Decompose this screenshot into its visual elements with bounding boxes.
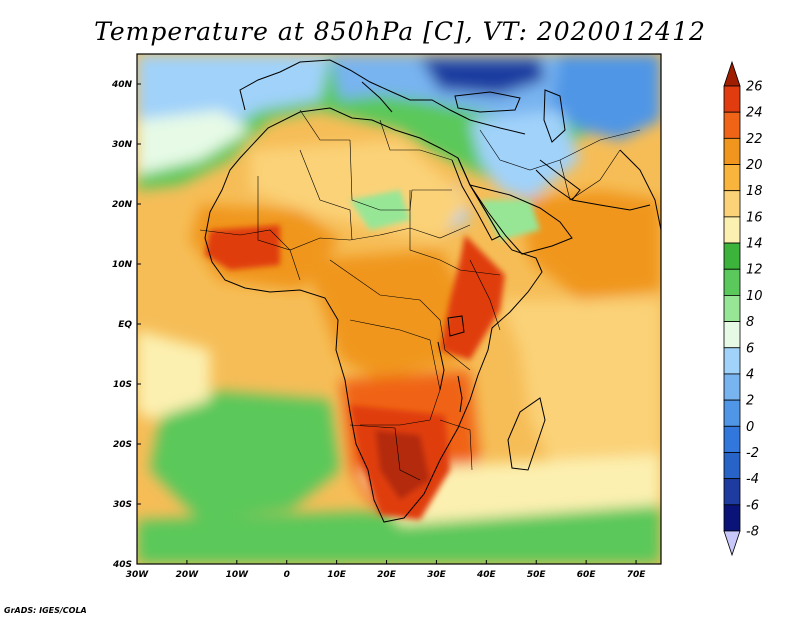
colorbar-tick-label: -8	[746, 525, 759, 540]
colorbar-tick-label: 2	[746, 394, 754, 409]
colorbar-tick-label: 20	[746, 158, 763, 173]
equatorial-warm	[300, 250, 470, 380]
southern-ocean-green	[137, 500, 661, 564]
colorbar-swatch	[723, 452, 741, 480]
lon-tick-label: 40E	[476, 570, 497, 580]
lat-tick-label: 30N	[112, 140, 133, 150]
colorbar-tick-label: 14	[746, 237, 763, 252]
lon-tick-label: 50E	[527, 570, 547, 580]
colorbar-swatch	[723, 268, 741, 296]
colorbar-tick-label: 10	[746, 289, 763, 304]
colorbar-swatch	[723, 504, 741, 532]
lat-tick-label: 30S	[113, 500, 132, 510]
latitude-ticks: 40N 30N 20N 10N EQ 10S 20S 30S 40S	[111, 80, 141, 570]
italy	[361, 81, 393, 113]
east-blue-band	[470, 110, 580, 200]
colorbar-swatch	[723, 137, 741, 165]
colorbar-bottom-triangle	[723, 530, 741, 557]
colorbar-swatch	[723, 190, 741, 218]
colorbar-tick-label: 8	[746, 315, 754, 330]
lat-tick-label: 40S	[112, 560, 132, 570]
lon-tick-label: 70E	[627, 570, 647, 580]
arabian-peninsula	[468, 184, 573, 255]
grads-credit: GrADS: IGES/COLA	[4, 606, 87, 615]
lon-tick-label: 10W	[226, 570, 250, 580]
lat-tick-label: EQ	[118, 320, 132, 330]
colorbar-swatch	[723, 478, 741, 506]
lake-malawi	[457, 375, 463, 413]
lat-tick-label: 20S	[113, 440, 132, 450]
map-frame	[136, 53, 662, 565]
south-atlantic-green	[150, 390, 340, 520]
colorbar-swatch	[723, 242, 741, 270]
northeast-blue	[550, 54, 661, 140]
lake-victoria	[447, 315, 465, 337]
country-borders	[199, 109, 641, 481]
colorbar-swatch	[723, 399, 741, 427]
longitude-ticks: 30W 20W 10W 0 10E 20E 30E 40E 50E 60E 70E	[126, 560, 646, 580]
colorbar-tick-label: 18	[746, 184, 763, 199]
colorbar-swatch	[723, 425, 741, 453]
iran-coast	[571, 199, 651, 211]
sahara-pale	[250, 140, 470, 240]
arctic-dark	[420, 58, 545, 95]
colorbar-swatch	[723, 295, 741, 322]
lon-tick-label: 20E	[377, 570, 397, 580]
colorbar-top-triangle	[723, 60, 741, 87]
west-africa-hot	[205, 225, 280, 270]
colorbar-swatch	[723, 347, 741, 375]
red-sea	[451, 157, 501, 241]
colorbar-tick-label: 16	[746, 210, 763, 225]
lat-tick-label: 10S	[113, 380, 132, 390]
lon-tick-label: 30W	[126, 570, 150, 580]
lake-tanganyika	[437, 341, 445, 391]
lon-tick-label: 60E	[577, 570, 597, 580]
persian-gulf	[535, 159, 581, 201]
madagascar	[507, 397, 546, 471]
atlantic-south-tongue	[137, 110, 250, 175]
colorbar-swatch	[723, 111, 741, 139]
colorbar-tick-label: -2	[746, 446, 759, 461]
lon-tick-label: 30E	[427, 570, 447, 580]
colorbar-swatch	[723, 164, 741, 192]
africa-coastline	[204, 107, 543, 523]
lat-tick-label: 40N	[111, 80, 133, 90]
arabia-orange	[520, 190, 661, 300]
colorbar-tick-label: -6	[746, 498, 759, 513]
lon-tick-label: 10E	[327, 570, 347, 580]
black-sea	[454, 91, 521, 113]
europe-coast	[239, 59, 526, 135]
lat-tick-label: 20N	[112, 200, 133, 210]
coastlines	[204, 59, 661, 523]
colorbar-tick-label: 4	[746, 367, 754, 382]
colorbar-tick-label: 22	[746, 132, 763, 147]
colorbar-tick-label: -4	[746, 472, 759, 487]
lon-tick-label: 0	[284, 570, 290, 580]
saudi-green	[480, 200, 540, 240]
colorbar-swatch	[723, 85, 741, 113]
caspian-sea	[543, 89, 566, 143]
colorbar-tick-label: 24	[746, 106, 763, 121]
map-title: Temperature at 850hPa [C], VT: 202001241…	[94, 17, 706, 46]
colorbar-tick-label: 6	[746, 341, 754, 356]
colorbar-tick-label: 12	[746, 263, 763, 278]
east-africa-hot	[440, 235, 505, 360]
colorbar-tick-label: 26	[746, 80, 763, 95]
colorbar-swatch	[723, 216, 741, 244]
colorbar-swatch	[723, 321, 741, 349]
colorbar-swatch	[723, 373, 741, 401]
india-coast	[619, 149, 661, 231]
kalahari-core	[375, 430, 430, 500]
lon-tick-label: 20W	[176, 570, 200, 580]
colorbar-tick-label: 0	[746, 420, 754, 435]
southwest-pale	[137, 330, 210, 420]
lat-tick-label: 10N	[112, 260, 133, 270]
temperature-field	[137, 54, 661, 564]
